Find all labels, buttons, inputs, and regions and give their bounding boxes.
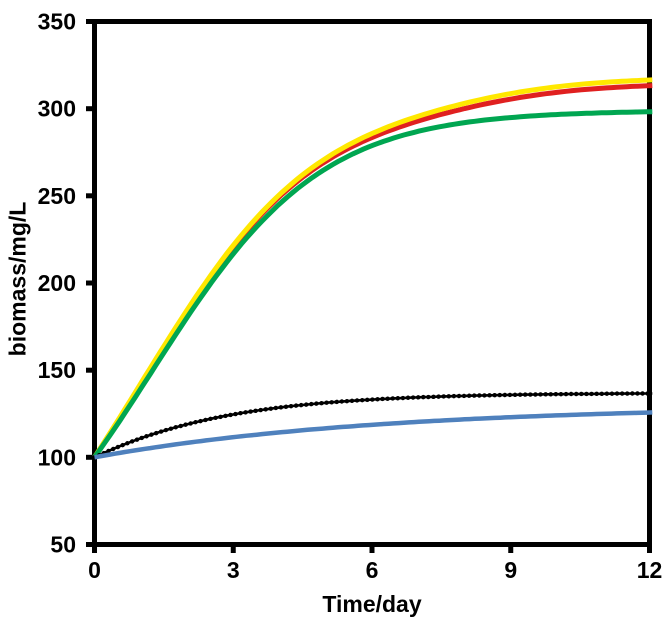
svg-text:300: 300 <box>38 96 76 122</box>
svg-text:12: 12 <box>637 557 663 583</box>
svg-text:100: 100 <box>38 444 76 470</box>
svg-text:250: 250 <box>38 183 76 209</box>
svg-text:0: 0 <box>88 557 101 583</box>
svg-text:6: 6 <box>366 557 379 583</box>
svg-text:350: 350 <box>38 9 76 35</box>
svg-text:Time/day: Time/day <box>322 591 421 617</box>
svg-text:biomass/mg/L: biomass/mg/L <box>5 202 31 357</box>
svg-text:3: 3 <box>227 557 240 583</box>
svg-text:9: 9 <box>504 557 517 583</box>
svg-text:50: 50 <box>50 532 76 558</box>
svg-text:200: 200 <box>38 270 76 296</box>
svg-text:150: 150 <box>38 357 76 383</box>
